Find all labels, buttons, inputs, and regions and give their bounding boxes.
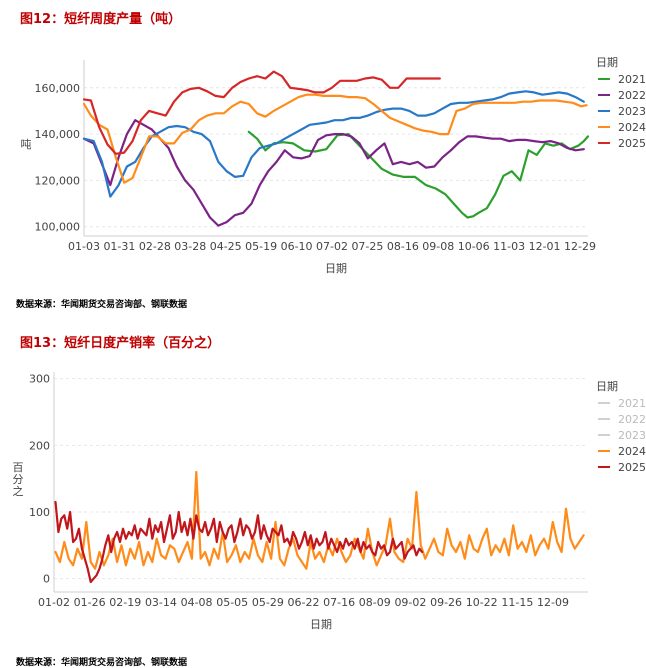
chart2-xtick-label: 02-19: [109, 596, 141, 609]
chart2-y-axis-label: 百: [13, 461, 24, 474]
chart2-legend-label: 2025: [618, 461, 646, 474]
chart1-legend-label: 2021: [618, 73, 646, 86]
chart1-ytick-label: 140,000: [35, 128, 81, 141]
chart2-xtick-label: 03-14: [145, 596, 177, 609]
chart1-legend-label: 2023: [618, 105, 646, 118]
chart1-title: 图12：短纤周度产量（吨）: [20, 12, 182, 27]
chart2-xtick-label: 05-05: [216, 596, 248, 609]
chart2-series-line-2025: [54, 500, 424, 584]
chart2-xtick-label: 06-22: [288, 596, 320, 609]
chart2-series-line-2024: [54, 470, 585, 570]
chart2-ytick-label: 200: [29, 439, 50, 452]
chart2-title: 图13：短纤日度产销率（百分之）: [20, 336, 221, 351]
chart1-series-line-2024: [82, 93, 588, 184]
chart1-legend-label: 2024: [618, 121, 646, 134]
chart2-xtick-label: 04-08: [181, 596, 213, 609]
chart2-ytick-label: 300: [29, 373, 50, 386]
chart2-xtick-label: 09-26: [430, 596, 462, 609]
chart1-xtick-label: 02-28: [139, 240, 171, 253]
chart1-xtick-label: 06-10: [281, 240, 313, 253]
chart2-xtick-label: 10-22: [466, 596, 498, 609]
chart1-xtick-label: 12-01: [529, 240, 561, 253]
chart1-xtick-label: 12-29: [564, 240, 596, 253]
chart1-series-line-2022: [82, 119, 585, 227]
chart2-xtick-label: 05-29: [252, 596, 284, 609]
chart2-legend-label: 2023: [618, 429, 646, 442]
chart1-xtick-label: 11-03: [493, 240, 525, 253]
chart2-xtick-label: 09-02: [394, 596, 426, 609]
chart1-xtick-label: 07-02: [316, 240, 348, 253]
chart2-source: 数据来源：华闻期货交易咨询部、钢联数据: [16, 658, 188, 668]
chart1-y-axis-label: 吨: [21, 138, 32, 151]
chart2-xtick-label: 01-02: [38, 596, 70, 609]
chart2-xtick-label: 01-26: [74, 596, 106, 609]
chart1-legend-label: 2025: [618, 137, 646, 150]
chart1-xtick-label: 08-16: [387, 240, 419, 253]
chart2-legend-title: 日期: [596, 380, 618, 393]
chart1-ytick-label: 120,000: [35, 174, 81, 187]
chart2-ytick-label: 0: [43, 573, 50, 586]
chart2-x-axis-label: 日期: [310, 618, 332, 631]
chart2-legend-label: 2021: [618, 397, 646, 410]
chart1-ytick-label: 160,000: [35, 82, 81, 95]
chart2-xtick-label: 11-15: [501, 596, 533, 609]
chart1-svg: 100,000 120,000 140,000 160,000 01-03 01-31 02…: [21, 56, 646, 275]
chart1-legend-title: 日期: [596, 56, 618, 69]
chart2-y-axis-label: 分: [13, 473, 24, 486]
chart1-xtick-label: 01-03: [68, 240, 100, 253]
chart1-series-line-2023: [82, 90, 585, 198]
chart2-xtick-label: 07-16: [323, 596, 355, 609]
chart1-xtick-label: 01-31: [103, 240, 135, 253]
chart2-legend-label: 2022: [618, 413, 646, 426]
chart1-xtick-label: 07-25: [351, 240, 383, 253]
chart1-xtick-label: 04-25: [210, 240, 242, 253]
chart1-source: 数据来源：华闻期货交易咨询部、钢联数据: [16, 300, 188, 310]
chart1-series-line-2021: [247, 130, 590, 219]
chart2-xtick-label: 08-09: [359, 596, 391, 609]
chart1-xtick-label: 03-28: [174, 240, 206, 253]
chart2-y-axis-label: 之: [13, 484, 24, 498]
chart1-xtick-label: 10-06: [458, 240, 490, 253]
chart2-ytick-label: 100: [29, 506, 50, 519]
chart1-ytick-label: 100,000: [35, 221, 81, 234]
chart2-xtick-label: 12-09: [537, 596, 569, 609]
chart2-legend-label: 2024: [618, 445, 646, 458]
chart1-x-axis-label: 日期: [325, 262, 347, 275]
chart1-legend-label: 2022: [618, 89, 646, 102]
chart1-xtick-label: 09-08: [422, 240, 454, 253]
chart1-series-line-2025: [82, 70, 441, 155]
chart1-xtick-label: 05-19: [245, 240, 277, 253]
